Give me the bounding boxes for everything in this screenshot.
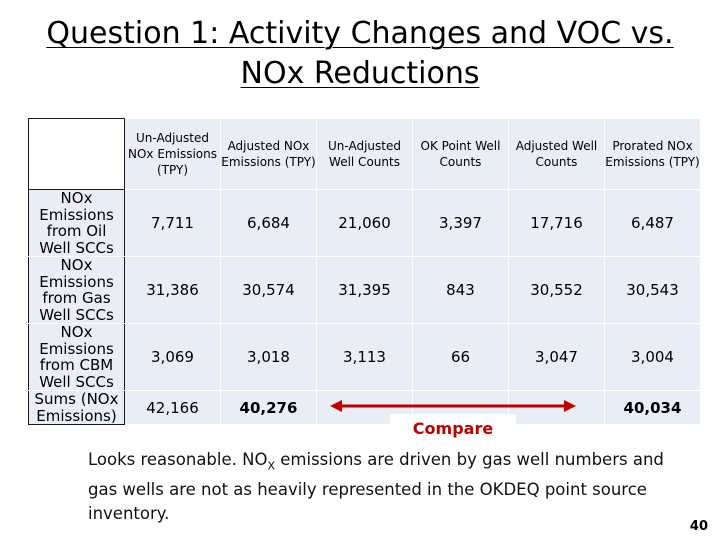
header-unadjusted-well-counts: Un-Adjusted Well Counts — [316, 118, 413, 190]
header-adjusted-nox: Adjusted NOx Emissions (TPY) — [220, 118, 317, 190]
table-cell: 6,487 — [604, 189, 701, 257]
row-label-oil-well: NOx Emissions from Oil Well SCCs — [28, 189, 125, 257]
table-cell: 30,574 — [220, 256, 317, 324]
table-row: NOx Emissions from CBM Well SCCs 3,069 3… — [28, 323, 701, 391]
emissions-table: Un-Adjusted NOx Emissions (TPY) Adjusted… — [28, 118, 701, 425]
header-ok-point-well-counts: OK Point Well Counts — [412, 118, 509, 190]
note-text-part2: emissions are driven by gas well numbers… — [88, 450, 664, 524]
table-row: NOx Emissions from Gas Well SCCs 31,386 … — [28, 256, 701, 324]
table-cell: 3,069 — [124, 323, 221, 391]
note-subscript: X — [267, 459, 276, 473]
compare-label: Compare — [390, 414, 516, 442]
table-cell: 30,543 — [604, 256, 701, 324]
table-cell: 3,397 — [412, 189, 509, 257]
table-cell: 21,060 — [316, 189, 413, 257]
row-label-gas-well: NOx Emissions from Gas Well SCCs — [28, 256, 125, 324]
slide-title: Question 1: Activity Changes and VOC vs.… — [46, 16, 674, 91]
table-cell: 3,018 — [220, 323, 317, 391]
page-number: 40 — [689, 519, 708, 534]
header-unadjusted-nox: Un-Adjusted NOx Emissions (TPY) — [124, 118, 221, 190]
header-adjusted-well-counts: Adjusted Well Counts — [508, 118, 605, 190]
sum-adjusted-nox: 40,276 — [220, 390, 317, 425]
table-cell: 17,716 — [508, 189, 605, 257]
table-header-row: Un-Adjusted NOx Emissions (TPY) Adjusted… — [28, 118, 701, 190]
table-cell: 6,684 — [220, 189, 317, 257]
table-cell: 7,711 — [124, 189, 221, 257]
note-text-part1: Looks reasonable. NO — [88, 450, 268, 469]
sum-prorated-nox: 40,034 — [604, 390, 701, 425]
table-row: NOx Emissions from Oil Well SCCs 7,711 6… — [28, 189, 701, 257]
note-text: Looks reasonable. NOX emissions are driv… — [88, 448, 672, 526]
table-cell: 843 — [412, 256, 509, 324]
sum-unadjusted-nox: 42,166 — [124, 390, 221, 425]
table-cell: 3,113 — [316, 323, 413, 391]
table-cell: 3,004 — [604, 323, 701, 391]
header-prorated-nox: Prorated NOx Emissions (TPY) — [604, 118, 701, 190]
header-corner-cell — [28, 118, 125, 190]
table-cell: 31,395 — [316, 256, 413, 324]
row-label-sums: Sums (NOx Emissions) — [28, 390, 125, 425]
table-cell: 31,386 — [124, 256, 221, 324]
table-cell: 66 — [412, 323, 509, 391]
compare-arrow — [330, 400, 576, 412]
table-cell: 3,047 — [508, 323, 605, 391]
row-label-cbm-well: NOx Emissions from CBM Well SCCs — [28, 323, 125, 391]
table-cell: 30,552 — [508, 256, 605, 324]
